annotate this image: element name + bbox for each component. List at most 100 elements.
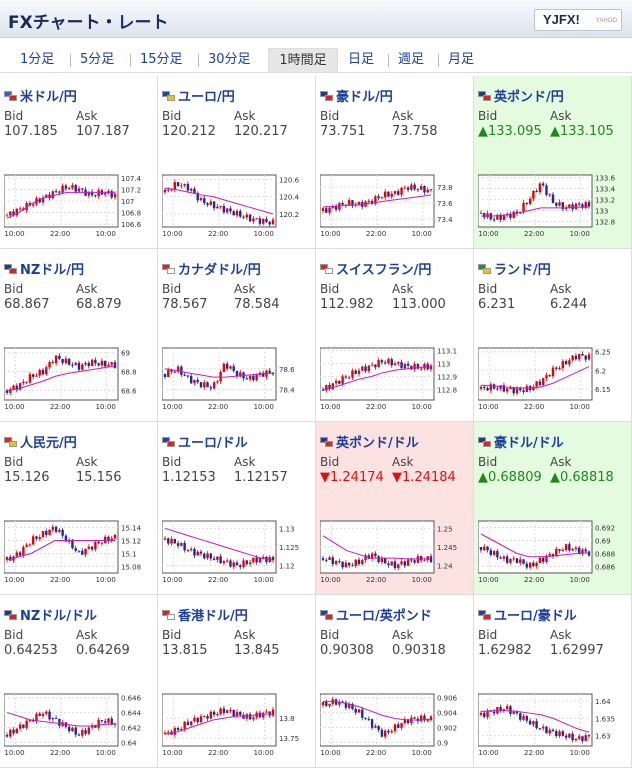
rate-tile[interactable]: 人民元/円 Bid Ask 15.126 15.156 15.14 15.12 15.1 15.… — [0, 422, 158, 595]
mini-chart[interactable]: 6.25 6.2 6.15 10:00 22:00 10:00 — [478, 347, 628, 411]
candle-body — [587, 551, 591, 556]
tab-weekly[interactable]: 週足 — [398, 52, 425, 67]
pair-link[interactable]: 英ポンド/円 — [478, 86, 564, 105]
mini-chart[interactable]: 120.6 120.4 120.2 10:00 22:00 10:00 — [162, 174, 312, 238]
tab-1min[interactable]: 1分足 — [20, 52, 55, 67]
candle-body — [548, 729, 551, 734]
ask-label: Ask — [234, 628, 256, 642]
rate-tile[interactable]: ユーロ/ドル Bid Ask 1.12153 1.12157 1.13 1.125 1.12 1… — [158, 422, 316, 595]
rate-tile[interactable]: カナダドル/円 Bid Ask 78.567 78.584 78.6 78.4 10:00 22… — [158, 249, 316, 422]
mini-chart[interactable]: 0.692 0.69 0.688 0.686 10:00 22:00 10:00 — [478, 520, 628, 584]
tab-monthly[interactable]: 月足 — [448, 52, 475, 67]
tab-daily[interactable]: 日足 — [348, 52, 375, 67]
candle-body — [406, 559, 410, 566]
pair-link[interactable]: ランド/円 — [478, 259, 551, 278]
pair-link[interactable]: ユーロ/ドル — [162, 432, 248, 451]
candle-body — [390, 731, 393, 733]
rate-tile[interactable]: ランド/円 Bid Ask 6.231 6.244 6.25 6.2 6.15 10:00 22:… — [474, 249, 632, 422]
candle-body — [403, 561, 407, 566]
yjfx-logo[interactable]: YJFX! YAHOO — [534, 9, 622, 31]
pair-link[interactable]: スイスフラン/円 — [320, 259, 431, 278]
rate-tile[interactable]: スイスフラン/円 Bid Ask 112.982 113.000 113.1 113 112.… — [316, 249, 474, 422]
y-tick-label: 0.688 — [595, 551, 615, 559]
mini-chart[interactable]: 107.4 107.2 107 106.8 106.6 10:00 22:00 10:00 — [4, 174, 154, 238]
mini-chart[interactable]: 0.906 0.904 0.902 0.9 10:00 22:00 10:00 — [320, 693, 470, 757]
candle-body — [370, 364, 374, 366]
rate-tile[interactable]: 英ポンド/円 Bid Ask ▲133.095 ▲133.105 133.6 133.4 13… — [474, 76, 632, 249]
mini-chart[interactable]: 133.6 133.4 133.2 133 132.8 10:00 22:00 10:00 — [478, 174, 628, 238]
pair-link[interactable]: ユーロ/英ポンド — [320, 605, 432, 624]
y-tick-label: 1.63 — [595, 733, 611, 741]
candle-body — [541, 183, 545, 186]
candle-body — [512, 558, 515, 560]
candle-body — [193, 188, 196, 194]
candle-body — [502, 385, 506, 392]
flag-icon — [4, 264, 18, 275]
candle-body — [545, 726, 548, 734]
candle-body — [370, 553, 374, 559]
mini-chart[interactable]: 73.8 73.6 73.4 10:00 22:00 10:00 — [320, 174, 470, 238]
pair-link[interactable]: 豪ドル/円 — [320, 86, 393, 105]
mini-chart[interactable]: 69 68.8 68.6 10:00 22:00 10:00 — [4, 347, 154, 411]
pair-link[interactable]: ユーロ/円 — [162, 86, 235, 105]
rate-tile[interactable]: 英ポンド/ドル Bid Ask ▼1.24174 ▼1.24184 1.25 1.245 1.… — [316, 422, 474, 595]
pair-link[interactable]: 香港ドル/円 — [162, 605, 248, 624]
mini-chart[interactable]: 15.14 15.12 15.1 15.08 10:00 22:00 10:00 — [4, 520, 154, 584]
rate-tile[interactable]: NZドル/ドル Bid Ask 0.64253 0.64269 0.646 0.644 0.6… — [0, 595, 158, 768]
y-tick-label: 6.15 — [595, 386, 611, 394]
rate-tile[interactable]: ユーロ/豪ドル Bid Ask 1.62982 1.62997 1.64 1.635 1.63… — [474, 595, 632, 768]
pair-link[interactable]: NZドル/円 — [4, 259, 84, 278]
rate-tile[interactable]: 香港ドル/円 Bid Ask 13.815 13.845 13.8 13.75 10:00 22… — [158, 595, 316, 768]
candle-body — [344, 562, 348, 568]
mini-chart[interactable]: 13.8 13.75 10:00 22:00 10:00 — [162, 693, 312, 757]
candle-body — [502, 709, 506, 711]
pair-link[interactable]: NZドル/ドル — [4, 605, 97, 624]
candle-body — [186, 375, 190, 377]
candle-body — [426, 189, 429, 193]
candle-body — [574, 203, 578, 210]
rate-tile[interactable]: ユーロ/円 Bid Ask 120.212 120.217 120.6 120.4 120.2… — [158, 76, 316, 249]
candle-body — [242, 216, 245, 218]
pair-link[interactable]: ユーロ/豪ドル — [478, 605, 577, 624]
mini-chart[interactable]: 1.25 1.245 1.24 10:00 22:00 10:00 — [320, 520, 470, 584]
mini-chart[interactable]: 78.6 78.4 10:00 22:00 10:00 — [162, 347, 312, 411]
tab-5min[interactable]: 5分足 — [80, 52, 115, 67]
x-tick-label: 10:00 — [478, 749, 498, 757]
tab-15min[interactable]: 15分足 — [140, 52, 183, 67]
rate-tile[interactable]: 米ドル/円 Bid Ask 107.185 107.187 107.4 107.2 107 10… — [0, 76, 158, 249]
mini-chart[interactable]: 0.646 0.644 0.642 0.64 10:00 22:00 10:00 — [4, 693, 154, 757]
candle-body — [406, 719, 410, 723]
candle-body — [235, 370, 239, 377]
candle-body — [222, 205, 226, 213]
rate-tile[interactable]: ユーロ/英ポンド Bid Ask 0.90308 0.90318 0.906 0.904 0.… — [316, 595, 474, 768]
pair-link[interactable]: 米ドル/円 — [4, 86, 77, 105]
candle-body — [571, 549, 574, 551]
rate-tile[interactable]: NZドル/円 Bid Ask 68.867 68.879 69 68.8 68.6 10:00 2… — [0, 249, 158, 422]
rate-tile[interactable]: 豪ドル/円 Bid Ask 73.751 73.758 73.8 73.6 73.4 10:00… — [316, 76, 474, 249]
x-tick-label: 10:00 — [478, 230, 498, 238]
candle-body — [564, 207, 568, 210]
candle-body — [258, 218, 262, 224]
candle-body — [413, 560, 416, 563]
moving-average-line — [322, 365, 432, 391]
pair-link[interactable]: 豪ドル/ドル — [478, 432, 564, 451]
mini-chart[interactable]: 113.1 113 112.9 112.8 10:00 22:00 10:00 — [320, 347, 470, 411]
mini-chart[interactable]: 1.13 1.125 1.12 10:00 22:00 10:00 — [162, 520, 312, 584]
y-tick-label: 1.245 — [437, 544, 457, 552]
flag-icon — [320, 610, 334, 621]
candle-body — [41, 197, 45, 203]
rate-tile[interactable]: 豪ドル/ドル Bid Ask ▲0.68809 ▲0.68818 0.692 0.69 0.6… — [474, 422, 632, 595]
mini-chart[interactable]: 1.64 1.635 1.63 10:00 22:00 10:00 — [478, 693, 628, 757]
candle-body — [219, 708, 222, 714]
pair-link[interactable]: 人民元/円 — [4, 432, 77, 451]
candle-body — [502, 215, 506, 220]
candle-body — [489, 550, 493, 555]
pair-link[interactable]: カナダドル/円 — [162, 259, 261, 278]
tab-1hour[interactable]: 1時間足 — [268, 48, 338, 72]
candle-body — [525, 563, 529, 568]
candle-body — [499, 214, 502, 220]
candle-body — [545, 375, 548, 379]
pair-link[interactable]: 英ポンド/ドル — [320, 432, 419, 451]
candle-body — [325, 702, 328, 706]
tab-30min[interactable]: 30分足 — [208, 52, 251, 67]
